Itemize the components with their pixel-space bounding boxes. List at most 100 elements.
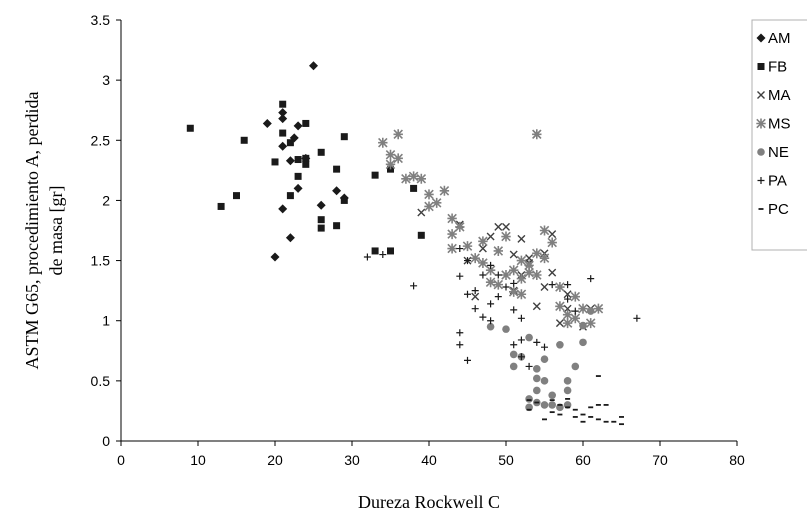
point-ms (493, 279, 504, 290)
point-ms (501, 231, 511, 242)
point-am (278, 141, 288, 151)
point-ms (462, 241, 473, 252)
point-am (332, 186, 342, 196)
series-fb (186, 100, 425, 255)
point-ma (471, 292, 480, 301)
point-pa (510, 306, 518, 314)
point-fb (233, 192, 240, 200)
point-ma (548, 268, 557, 277)
point-ms (447, 229, 457, 240)
point-pa (571, 307, 579, 315)
point-ms (393, 153, 403, 164)
point-pa (487, 261, 495, 269)
point-pa (487, 300, 495, 308)
point-ms (385, 149, 396, 160)
legend-marker-ma (757, 91, 765, 99)
point-fb (410, 184, 418, 192)
point-ne (556, 340, 564, 349)
point-pa (564, 281, 572, 289)
point-ma (494, 222, 503, 231)
point-pa (587, 275, 595, 283)
point-pa (510, 341, 518, 349)
point-ma (563, 304, 572, 313)
point-am (309, 61, 318, 71)
point-fb (279, 100, 287, 108)
point-ma (548, 230, 557, 239)
y-tick-label: 0 (102, 433, 110, 449)
point-ms (455, 221, 465, 232)
point-ma (486, 232, 495, 241)
point-ma (478, 244, 487, 253)
point-ms (539, 253, 550, 264)
point-ne (525, 333, 533, 342)
point-ne (540, 401, 549, 409)
point-ms (393, 129, 403, 140)
point-am (285, 233, 295, 243)
x-tick-label: 60 (575, 452, 591, 468)
point-fb (240, 136, 248, 144)
point-ms (424, 189, 434, 200)
point-pa (479, 313, 487, 321)
point-ne (579, 338, 587, 347)
point-ms (539, 225, 550, 236)
point-ms (524, 267, 534, 278)
point-am (262, 118, 272, 128)
legend-label-ms: MS (768, 116, 791, 133)
point-am (278, 108, 288, 118)
point-ma (532, 302, 541, 311)
point-fb (302, 154, 310, 162)
point-ms (516, 289, 527, 300)
y-tick-label: 1 (102, 313, 110, 329)
x-tick-label: 50 (498, 452, 514, 468)
point-fb (317, 148, 325, 156)
legend-marker-ne (757, 148, 765, 156)
point-ms (562, 309, 573, 320)
point-ms (478, 257, 488, 268)
point-ne (540, 377, 549, 385)
plot-area: 0 10 20 30 40 50 60 70 80 0 0.5 1 1.5 2 2.5 3 3.5 (91, 12, 745, 468)
y-tick-label: 3.5 (91, 12, 111, 28)
point-ms (501, 270, 511, 281)
legend-label-fb: FB (768, 59, 787, 76)
point-ne (486, 322, 495, 331)
point-pa (502, 283, 510, 291)
point-am (293, 183, 303, 193)
point-ma (563, 290, 572, 299)
point-ne (509, 362, 518, 371)
point-ne (533, 374, 541, 383)
point-ne (502, 325, 510, 333)
point-pa (487, 317, 495, 325)
point-pa (456, 341, 464, 349)
point-ma (517, 234, 526, 243)
x-tick-label: 0 (117, 452, 125, 468)
point-fb (302, 119, 310, 127)
point-ne (579, 321, 587, 330)
point-pa (363, 253, 371, 261)
point-fb (387, 247, 394, 255)
legend-label-am: AM (768, 30, 791, 47)
point-am (278, 204, 288, 214)
point-am (316, 200, 326, 210)
series-pc (526, 375, 624, 426)
point-fb (286, 139, 294, 147)
point-pa (517, 336, 525, 344)
point-am (278, 114, 288, 124)
point-ms (447, 213, 457, 224)
series-ms (378, 129, 604, 329)
point-ms (508, 286, 519, 297)
point-pa (464, 257, 471, 265)
point-ms (378, 137, 388, 148)
point-fb (217, 202, 225, 210)
point-ms (562, 318, 573, 329)
point-ms (401, 173, 411, 184)
point-pa (633, 314, 641, 322)
point-pa (548, 281, 556, 289)
point-fb (279, 129, 287, 137)
point-ms (555, 301, 565, 312)
legend-marker-am (756, 33, 766, 43)
point-fb (417, 231, 425, 239)
point-ms (593, 303, 604, 314)
point-fb (317, 224, 325, 232)
point-ms (524, 260, 534, 271)
